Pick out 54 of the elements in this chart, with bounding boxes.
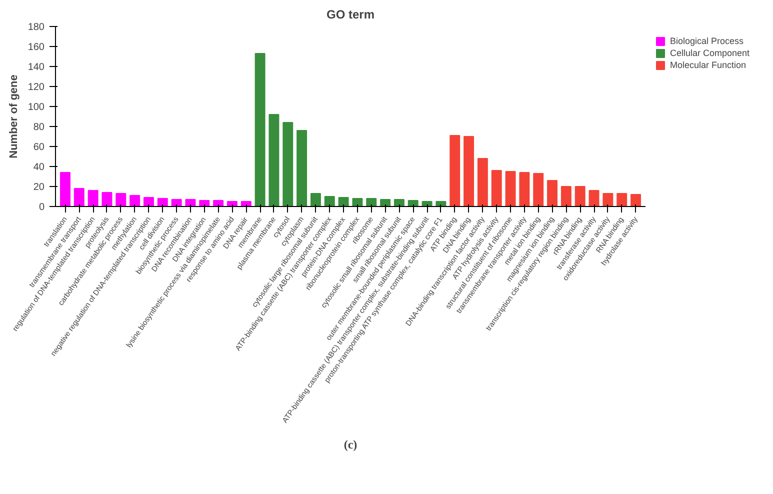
bar	[408, 200, 418, 206]
bar	[102, 192, 112, 206]
bar	[199, 200, 210, 206]
bar	[144, 197, 154, 206]
bar	[491, 170, 502, 206]
bar	[602, 193, 614, 206]
text: (c)	[344, 438, 358, 452]
bar	[505, 171, 516, 206]
bar	[324, 196, 335, 206]
bar	[477, 158, 488, 206]
bar	[74, 188, 84, 206]
bar	[450, 135, 460, 206]
bar	[616, 193, 628, 206]
bar	[519, 172, 530, 206]
bar	[547, 180, 558, 206]
bar	[588, 190, 600, 206]
y-tick-label: 80	[33, 122, 45, 133]
bar	[213, 200, 224, 206]
bar	[171, 199, 182, 206]
y-tick-label: 40	[33, 162, 45, 173]
bar	[380, 199, 391, 206]
bar	[560, 186, 572, 206]
bar	[116, 193, 126, 206]
bar	[630, 194, 641, 206]
y-tick-label: 140	[28, 62, 45, 73]
bar	[464, 136, 474, 206]
bar	[254, 53, 266, 206]
bar	[282, 122, 294, 206]
bar	[130, 195, 140, 206]
y-tick-label: 60	[33, 142, 45, 153]
bar	[185, 199, 196, 206]
y-tick-label: 0	[38, 202, 45, 213]
y-axis-title: Number of gene	[8, 74, 20, 158]
bar	[268, 114, 280, 206]
legend-label: Biological Process	[670, 36, 744, 46]
y-tick-label: 160	[28, 42, 45, 53]
legend-label: Molecular Function	[670, 60, 746, 70]
bar	[533, 173, 544, 206]
y-tick-label: 120	[28, 82, 45, 93]
y-tick-label: 20	[33, 182, 45, 193]
bar	[394, 199, 404, 206]
bar	[60, 172, 70, 206]
bar	[310, 193, 321, 206]
chart-title: GO term	[326, 8, 375, 22]
bar	[366, 198, 377, 206]
bar	[338, 197, 349, 206]
bar	[296, 130, 308, 206]
legend-label: Cellular Component	[670, 48, 750, 58]
bar	[157, 198, 168, 206]
y-tick-label: 100	[28, 102, 45, 113]
bar	[352, 198, 363, 206]
bar	[574, 186, 586, 206]
y-tick-label: 180	[28, 22, 45, 33]
bar	[88, 190, 98, 206]
